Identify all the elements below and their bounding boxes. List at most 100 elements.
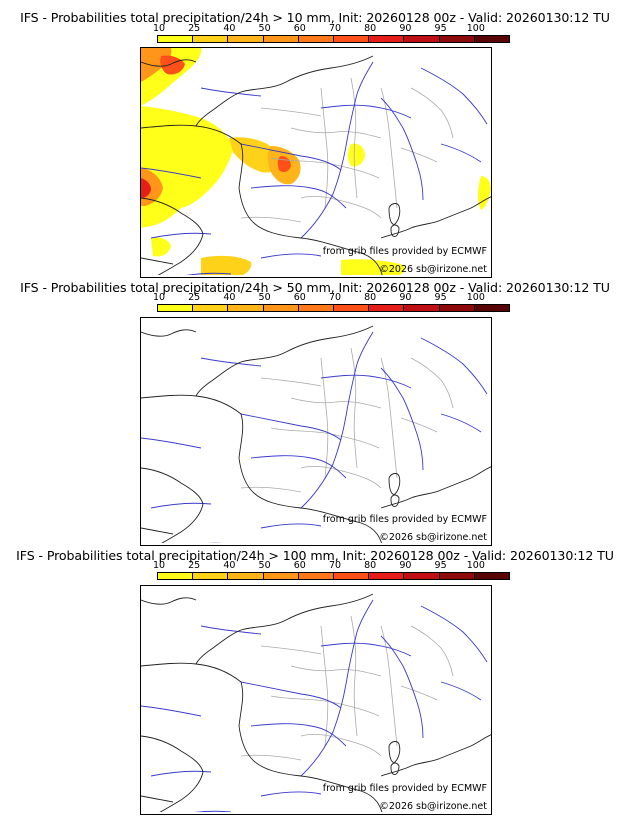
colorbar-segment (157, 35, 194, 43)
river (345, 61, 374, 147)
river (200, 625, 262, 635)
colorbar-label: 10 (152, 560, 166, 571)
coastline (141, 597, 197, 605)
coastline (141, 795, 174, 803)
panel-title: IFS - Probabilities total precipitation/… (16, 548, 614, 563)
river (345, 599, 374, 685)
colorbar-segment (403, 572, 440, 580)
source-credit: from grib files provided by ECMWF (322, 246, 487, 257)
precip-contour (141, 178, 151, 198)
precip-contour (478, 176, 491, 210)
map-area[interactable]: from grib files provided by ECMWF ©2026 s… (140, 47, 492, 278)
river (193, 810, 232, 812)
coastline (388, 473, 401, 495)
coastline (141, 467, 204, 543)
coastline (141, 197, 204, 275)
colorbar-label: 100 (466, 560, 485, 571)
admin-border (380, 87, 398, 209)
coastline (380, 466, 491, 509)
coastline (195, 325, 374, 397)
river (320, 642, 412, 657)
colorbar-segment (333, 35, 370, 43)
river (185, 272, 232, 275)
admin-border (400, 685, 438, 701)
river (320, 374, 412, 389)
precip-probability-layer (141, 48, 491, 275)
river (380, 97, 424, 201)
colorbar-segment (297, 572, 334, 580)
colorbar-label: 50 (258, 292, 271, 303)
colorbar-segment (473, 572, 510, 580)
precip-contour (229, 137, 281, 173)
coastline (141, 394, 382, 543)
precip-contour (341, 259, 405, 275)
river (150, 232, 212, 239)
colorbar-label: 50 (258, 560, 271, 571)
map-area[interactable]: from grib files provided by ECMWF ©2026 s… (140, 317, 492, 546)
precip-contour (160, 55, 185, 75)
river (420, 605, 488, 663)
colorbar-label: 40 (223, 560, 236, 571)
river (440, 143, 482, 163)
colorbar-segment (438, 35, 475, 43)
copyright-credit: ©2026 sb@irizone.net (379, 264, 487, 275)
colorbar-label: 95 (434, 560, 447, 571)
colorbar-label: 90 (399, 560, 412, 571)
river (240, 413, 342, 441)
river (300, 415, 347, 509)
admin-border (290, 127, 382, 139)
map-canvas (141, 593, 491, 812)
colorbar-segment (333, 304, 370, 312)
colorbar-segment (333, 572, 370, 580)
colorbar-segment (227, 35, 264, 43)
colorbar-label: 10 (152, 23, 166, 34)
colorbar-segment (262, 35, 299, 43)
river (380, 635, 424, 739)
river (420, 337, 488, 395)
coastline (390, 224, 400, 237)
map-area[interactable]: from grib files provided by ECMWF ©2026 s… (140, 585, 492, 815)
colorbar-label: 25 (188, 560, 201, 571)
coastline (380, 734, 491, 777)
admin-border (290, 397, 382, 409)
colorbar-segment (297, 35, 334, 43)
colorbar: 10 25 40 50 60 70 80 90 95 100 (153, 560, 510, 581)
admin-border (380, 357, 398, 479)
coastline (141, 527, 174, 535)
colorbar-segment (192, 35, 229, 43)
coastline (141, 735, 204, 812)
colorbar-segment (157, 572, 194, 580)
admin-border (350, 347, 358, 469)
river (300, 145, 347, 239)
colorbar-segment (297, 304, 334, 312)
precip-contour (151, 237, 171, 257)
admin-border (260, 645, 322, 655)
coastline (195, 593, 374, 665)
admin-border (300, 465, 382, 489)
river (345, 331, 374, 417)
colorbar-segment (227, 304, 264, 312)
source-credit: from grib files provided by ECMWF (322, 783, 487, 794)
river (250, 455, 347, 479)
colorbar-label: 95 (434, 23, 447, 34)
colorbar-label: 80 (364, 292, 377, 303)
river (260, 253, 322, 259)
admin-border (260, 377, 322, 387)
colorbar-segment (192, 572, 229, 580)
coastline (380, 196, 491, 239)
admin-border (300, 195, 382, 219)
coastline (141, 662, 383, 812)
map-canvas (141, 48, 491, 275)
admin-border (410, 87, 454, 139)
admin-border (350, 615, 358, 737)
river (141, 167, 202, 179)
admin-border (260, 107, 322, 117)
precip-contour (141, 168, 163, 206)
colorbar-segment (368, 304, 405, 312)
river (250, 723, 347, 747)
colorbar-label: 10 (152, 292, 166, 303)
colorbar-label: 50 (258, 23, 271, 34)
river (240, 143, 342, 171)
colorbar-label: 60 (293, 560, 306, 571)
river (150, 770, 212, 777)
